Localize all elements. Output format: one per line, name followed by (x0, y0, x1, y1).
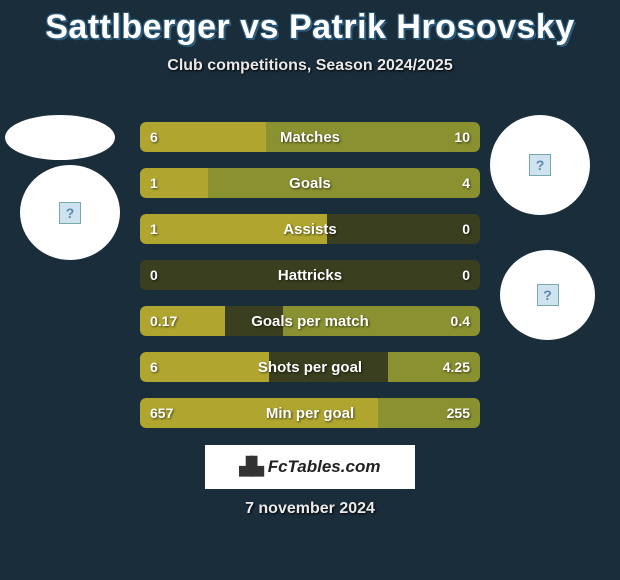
stat-row: 610Matches (140, 122, 480, 152)
stat-value-left: 0 (150, 260, 158, 290)
right-avatars: ? ? (490, 115, 620, 340)
stat-value-right: 255 (447, 398, 470, 428)
image-placeholder-icon: ? (59, 202, 81, 224)
player1-avatar: ? (20, 165, 120, 260)
player2-club-avatar: ? (490, 115, 590, 215)
logo: ▟▙ FcTables.com (205, 445, 415, 489)
stat-value-left: 6 (150, 352, 158, 382)
stat-value-right: 0 (462, 214, 470, 244)
stat-value-left: 657 (150, 398, 173, 428)
page-title: Sattlberger vs Patrik Hrosovsky (0, 0, 620, 47)
player2-avatar: ? (500, 250, 595, 340)
stat-value-right: 0 (462, 260, 470, 290)
stat-row: 10Assists (140, 214, 480, 244)
stat-bar-right (266, 122, 480, 152)
left-avatars: ? (0, 115, 130, 260)
stat-value-right: 4 (462, 168, 470, 198)
stat-row: 14Goals (140, 168, 480, 198)
stat-bar-right (208, 168, 480, 198)
logo-icon: ▟▙ (240, 457, 262, 477)
player1-club-avatar (5, 115, 115, 160)
stat-bar-left (140, 352, 269, 382)
stat-bar-left (140, 214, 327, 244)
stat-row: 0 0Hattricks (140, 260, 480, 290)
comparison-bars: 610Matches14Goals10Assists00Hattricks0.1… (140, 122, 480, 444)
stat-value-left: 1 (150, 214, 158, 244)
stat-bar-left (140, 122, 266, 152)
stat-value-left: 1 (150, 168, 158, 198)
date-label: 7 november 2024 (0, 500, 620, 518)
subtitle: Club competitions, Season 2024/2025 (0, 57, 620, 75)
stat-row: 64.25Shots per goal (140, 352, 480, 382)
stat-value-right: 10 (454, 122, 470, 152)
logo-text: FcTables.com (268, 457, 381, 477)
stat-row: 0.170.4Goals per match (140, 306, 480, 336)
stat-label: Hattricks (140, 260, 480, 290)
stat-value-right: 0.4 (451, 306, 470, 336)
stat-row: 657255Min per goal (140, 398, 480, 428)
image-placeholder-icon: ? (537, 284, 559, 306)
stat-value-left: 6 (150, 122, 158, 152)
stat-value-left: 0.17 (150, 306, 177, 336)
stat-value-right: 4.25 (443, 352, 470, 382)
image-placeholder-icon: ? (529, 154, 551, 176)
stat-bar-left (140, 398, 378, 428)
